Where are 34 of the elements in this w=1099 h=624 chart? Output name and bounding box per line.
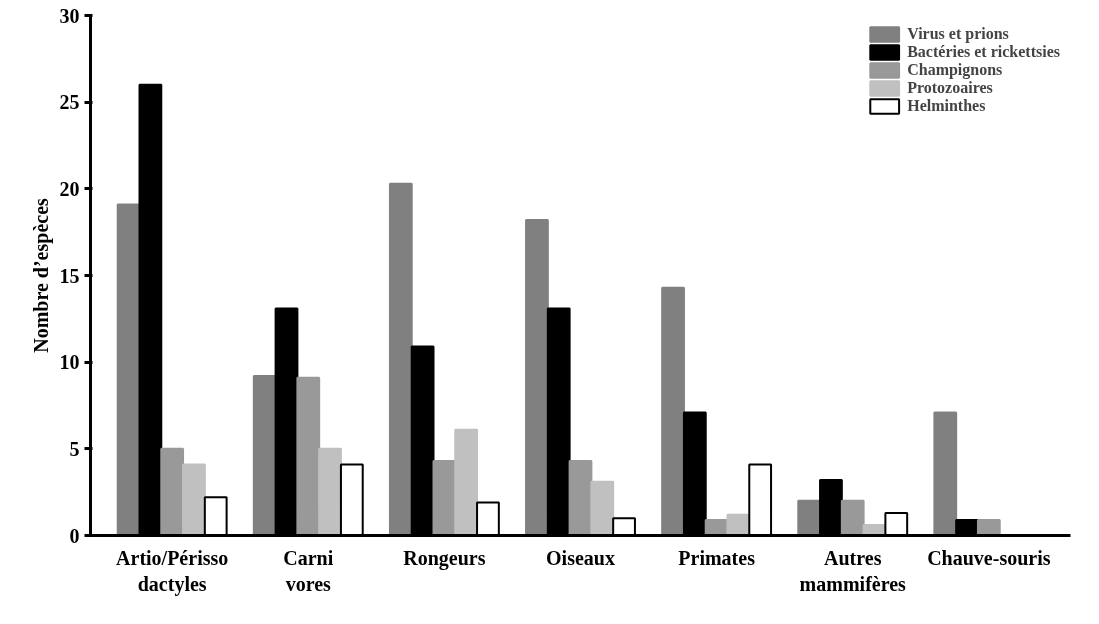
bar [840,499,865,536]
legend-label: Protozoaires [907,79,993,97]
bar [976,518,1001,536]
x-tick-label: Artio/Périsso dactyles [116,546,229,596]
x-tick-label: Primates [678,546,756,569]
bar [296,376,321,536]
bar [388,182,413,536]
x-tick-label: Autres mammifères [799,546,907,595]
x-tick-label: Chauve-souris [927,546,1051,569]
bar [525,219,549,536]
y-tick-label: 25 [59,91,80,114]
bar [182,463,206,536]
bar [454,428,479,536]
bar [252,375,277,536]
x-tick-label: Rongeurs [403,546,486,570]
y-tick-label: 5 [69,437,80,460]
bar [933,411,958,536]
legend-label: Virus et prions [907,25,1009,43]
bar [590,480,615,536]
x-tick-label: Carni vores [283,546,334,595]
legend-label: Helminthes [907,97,986,115]
bar [116,203,141,536]
y-tick-label: 15 [59,264,80,287]
y-axis-title: Nombre d’espèces [29,197,53,353]
y-tick-label: 10 [59,351,80,374]
y-tick-label: 20 [59,177,80,200]
y-tick-label: 30 [59,4,80,27]
legend-label: Bactéries et rickettsies [907,43,1060,61]
y-tick-label: 0 [69,524,80,547]
x-tick-label: Oiseaux [546,546,615,569]
bar [318,447,342,536]
legend-label: Champignons [907,61,1003,79]
bar [661,286,685,536]
bar [160,447,185,536]
